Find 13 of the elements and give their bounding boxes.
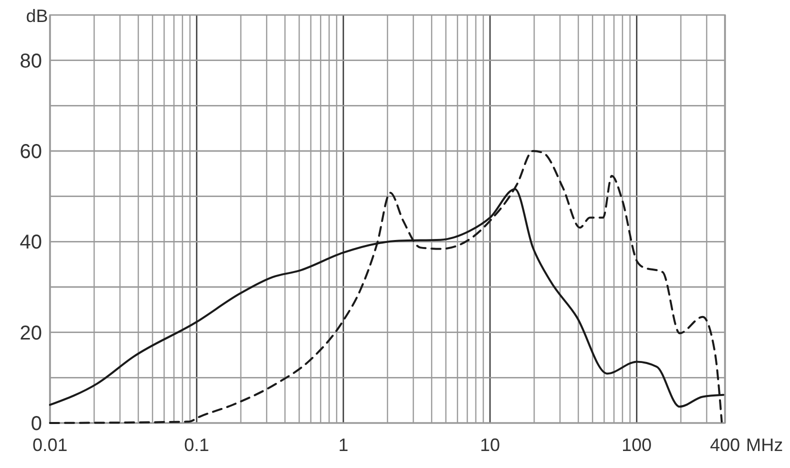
x-tick-label: 100 xyxy=(622,435,652,455)
x-tick-label: 0.01 xyxy=(32,435,68,455)
x-axis-title: MHz xyxy=(746,435,783,455)
y-tick-label: 40 xyxy=(20,232,42,254)
x-tick-label: 400 xyxy=(710,435,740,455)
y-tick-label: 80 xyxy=(20,50,42,72)
y-tick-label: 20 xyxy=(20,322,42,344)
y-axis-title: dB xyxy=(26,6,48,26)
x-tick-label: 10 xyxy=(480,435,500,455)
x-tick-label: 0.1 xyxy=(184,435,210,455)
y-tick-label: 0 xyxy=(30,413,42,435)
y-tick-label: 60 xyxy=(20,141,42,163)
x-tick-label: 1 xyxy=(338,435,348,455)
